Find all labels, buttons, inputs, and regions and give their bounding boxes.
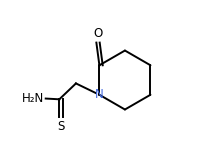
Text: O: O: [93, 27, 103, 40]
Text: S: S: [57, 120, 65, 134]
Text: H₂N: H₂N: [21, 92, 44, 105]
Text: N: N: [95, 88, 104, 101]
